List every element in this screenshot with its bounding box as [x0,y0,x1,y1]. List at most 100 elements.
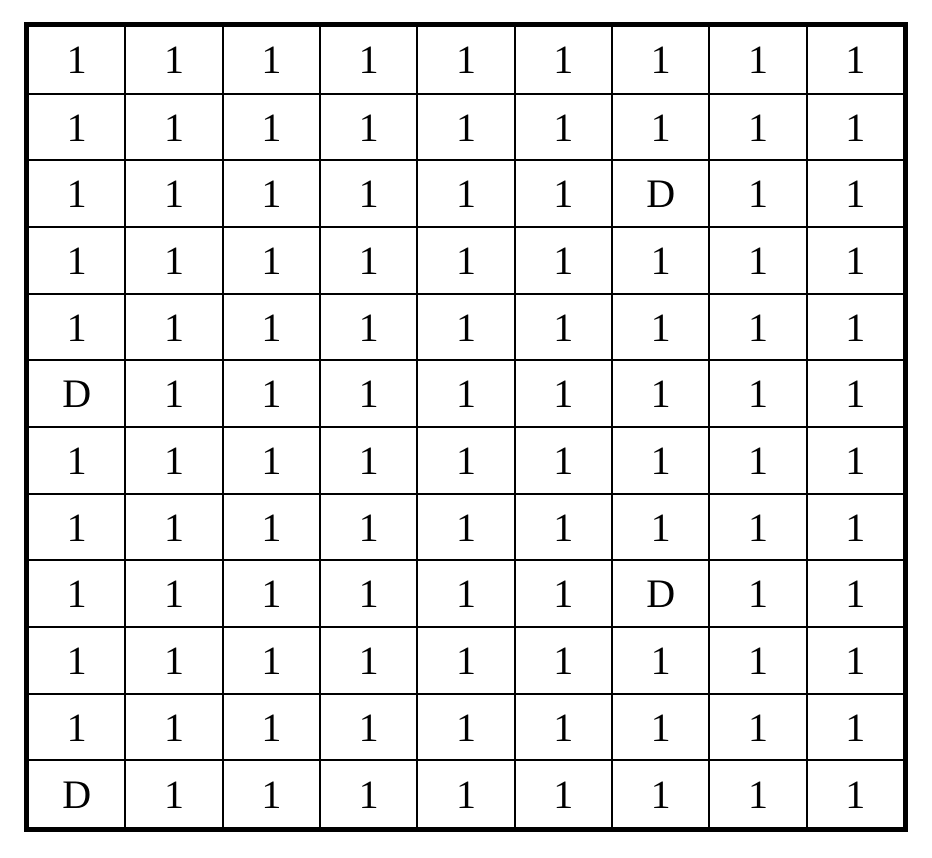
table-cell: D [612,160,709,227]
table-cell: 1 [807,27,903,94]
table-cell: 1 [807,494,903,561]
table-cell: D [612,560,709,627]
table-cell: 1 [29,27,125,94]
table-row: 111111111 [29,627,903,694]
table-cell: 1 [29,94,125,161]
table-cell: 1 [807,360,903,427]
table-row: 111111D11 [29,160,903,227]
table-cell: 1 [29,427,125,494]
table-row: 111111111 [29,494,903,561]
table-cell: 1 [807,94,903,161]
table-cell: 1 [612,227,709,294]
table-cell: 1 [417,227,514,294]
table-cell: 1 [125,160,222,227]
table-cell: 1 [807,694,903,761]
table-cell: 1 [709,227,806,294]
data-grid: 111111111111111111111111D111111111111111… [24,22,908,832]
table-row: 111111111 [29,94,903,161]
table-cell: 1 [223,360,320,427]
table-cell: 1 [807,427,903,494]
table-cell: 1 [807,627,903,694]
table-cell: 1 [320,560,417,627]
table-cell: 1 [612,627,709,694]
table-cell: 1 [320,760,417,827]
table-cell: 1 [515,27,612,94]
table-cell: 1 [417,560,514,627]
table-cell: 1 [612,427,709,494]
table-cell: 1 [612,494,709,561]
table-cell: 1 [125,627,222,694]
table-cell: 1 [223,94,320,161]
table-cell: 1 [417,694,514,761]
table-cell: 1 [612,94,709,161]
table-cell: 1 [807,227,903,294]
table-cell: 1 [807,560,903,627]
table-cell: 1 [320,494,417,561]
table-cell: 1 [515,94,612,161]
table-cell: 1 [709,694,806,761]
table-cell: 1 [807,294,903,361]
table-cell: 1 [223,760,320,827]
table-cell: 1 [125,360,222,427]
table-cell: 1 [612,360,709,427]
table-row: D11111111 [29,360,903,427]
table-cell: 1 [807,160,903,227]
table-cell: 1 [320,360,417,427]
table-cell: 1 [223,427,320,494]
table-cell: 1 [709,560,806,627]
table-cell: 1 [223,627,320,694]
table-cell: 1 [125,760,222,827]
table-cell: 1 [417,427,514,494]
table-cell: 1 [223,227,320,294]
table-cell: 1 [125,94,222,161]
table-cell: 1 [612,27,709,94]
table-cell: 1 [29,627,125,694]
table-row: 111111111 [29,694,903,761]
table-row: 111111111 [29,227,903,294]
table-cell: 1 [417,360,514,427]
table-cell: 1 [29,694,125,761]
table-row: 111111111 [29,294,903,361]
table-cell: 1 [320,227,417,294]
table-row: 111111D11 [29,560,903,627]
table-cell: 1 [223,27,320,94]
table-cell: 1 [709,294,806,361]
table-cell: D [29,360,125,427]
table-cell: 1 [320,160,417,227]
table-cell: 1 [320,94,417,161]
table-cell: 1 [515,694,612,761]
table-cell: 1 [417,627,514,694]
table-cell: 1 [223,494,320,561]
table-cell: 1 [29,294,125,361]
table-cell: 1 [515,760,612,827]
table-cell: 1 [223,694,320,761]
table-cell: D [29,760,125,827]
table-cell: 1 [612,760,709,827]
table-cell: 1 [515,427,612,494]
table-cell: 1 [807,760,903,827]
table-cell: 1 [125,560,222,627]
table-cell: 1 [223,160,320,227]
table-cell: 1 [417,94,514,161]
table-row: 111111111 [29,27,903,94]
table-cell: 1 [515,627,612,694]
table-cell: 1 [612,294,709,361]
table-cell: 1 [515,294,612,361]
table-cell: 1 [29,560,125,627]
table-cell: 1 [125,294,222,361]
table-cell: 1 [709,494,806,561]
table-cell: 1 [709,160,806,227]
table-cell: 1 [612,694,709,761]
table-cell: 1 [515,560,612,627]
table-cell: 1 [223,560,320,627]
table-cell: 1 [417,27,514,94]
table-cell: 1 [709,27,806,94]
table-cell: 1 [29,227,125,294]
table-cell: 1 [320,427,417,494]
table-cell: 1 [515,360,612,427]
table-cell: 1 [417,494,514,561]
table-cell: 1 [515,494,612,561]
table-cell: 1 [320,694,417,761]
table-cell: 1 [515,227,612,294]
table-cell: 1 [515,160,612,227]
